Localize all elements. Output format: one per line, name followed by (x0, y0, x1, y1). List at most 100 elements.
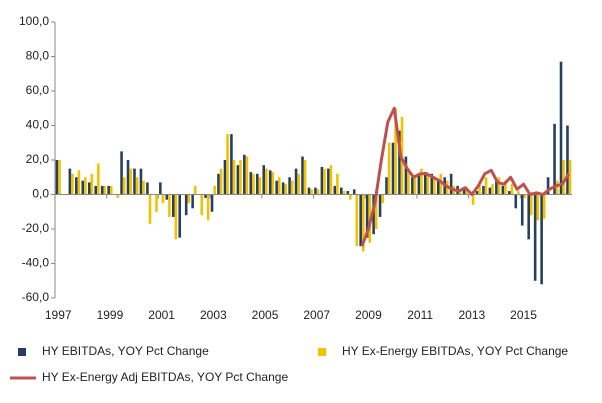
bar (135, 177, 139, 195)
bar (155, 194, 158, 212)
bar (219, 168, 223, 195)
legend-swatch (318, 348, 326, 356)
bar (193, 185, 197, 195)
bar (346, 191, 350, 195)
bar (488, 187, 492, 195)
y-tick-label: 100,0 (19, 14, 49, 28)
bar (478, 185, 481, 195)
x-tick-label: 2013 (458, 308, 485, 322)
bar (129, 168, 132, 195)
x-tick-label: 2011 (407, 308, 433, 322)
bar (58, 160, 61, 195)
bar (90, 173, 94, 195)
bar (55, 160, 59, 195)
bar (142, 180, 145, 195)
bar (226, 134, 229, 195)
bar (339, 187, 343, 195)
bar (523, 194, 527, 198)
bar (417, 173, 421, 195)
bar (378, 194, 382, 217)
bar (520, 194, 524, 226)
bar (529, 194, 533, 216)
bar (333, 185, 337, 195)
legend-label: HY Ex-Energy Adj EBITDAs, YOY Pct Change (42, 370, 288, 384)
bar (109, 185, 113, 195)
bar (385, 177, 388, 195)
bar (514, 194, 518, 209)
legend-swatch (18, 348, 26, 356)
y-tick-label: 80,0 (26, 49, 50, 63)
bar (484, 177, 488, 195)
bar (482, 185, 485, 195)
bar (540, 194, 543, 285)
bar (271, 172, 275, 195)
bar (307, 187, 311, 195)
bar (546, 177, 550, 195)
bar (329, 165, 333, 195)
bar (294, 168, 298, 195)
bar (504, 180, 507, 195)
bar (320, 166, 324, 195)
bar (394, 108, 397, 195)
x-tick-label: 2007 (303, 308, 330, 322)
bar (168, 194, 171, 217)
bar (527, 194, 530, 240)
bar (159, 182, 162, 195)
bar (301, 156, 304, 195)
bar (245, 156, 249, 195)
bar (387, 142, 391, 195)
bar (553, 123, 556, 195)
bar (559, 61, 563, 195)
bar (316, 189, 320, 195)
bar (430, 173, 434, 195)
bar (204, 194, 207, 198)
bar (336, 173, 339, 195)
bar (359, 194, 362, 247)
bar (200, 194, 203, 216)
bar (268, 170, 272, 195)
bar (555, 180, 559, 195)
x-tick-label: 2001 (148, 308, 175, 322)
bar (174, 194, 178, 240)
bar (510, 184, 514, 195)
x-tick-label: 2009 (355, 308, 382, 322)
bar (365, 194, 369, 238)
bar (249, 172, 253, 195)
bar (94, 185, 98, 195)
bar (84, 177, 87, 195)
bar (536, 194, 540, 221)
bar (103, 185, 107, 195)
bar (165, 194, 169, 200)
bar (323, 168, 326, 195)
bar (81, 180, 85, 195)
bar (107, 185, 110, 195)
bar (381, 194, 384, 204)
bar (75, 177, 78, 195)
bar (191, 194, 194, 209)
bar (120, 151, 123, 195)
bar (133, 168, 136, 195)
bar (491, 184, 494, 195)
bar (413, 177, 417, 195)
x-tick-label: 2005 (252, 308, 279, 322)
bar (184, 194, 188, 216)
bar (243, 154, 246, 195)
bar (288, 177, 291, 195)
bar (426, 173, 430, 195)
bar (398, 130, 401, 195)
bar (71, 173, 74, 195)
bar (68, 168, 72, 195)
bar (420, 168, 423, 195)
bar (277, 177, 281, 195)
bar (495, 180, 498, 195)
bar (475, 191, 479, 195)
bar (262, 165, 266, 195)
bar (433, 177, 436, 195)
bar (374, 194, 378, 229)
bar (171, 194, 175, 217)
x-tick-label: 2015 (510, 308, 537, 322)
bar (161, 194, 165, 204)
bar (404, 156, 408, 195)
bar (213, 185, 216, 195)
bar (178, 194, 182, 238)
